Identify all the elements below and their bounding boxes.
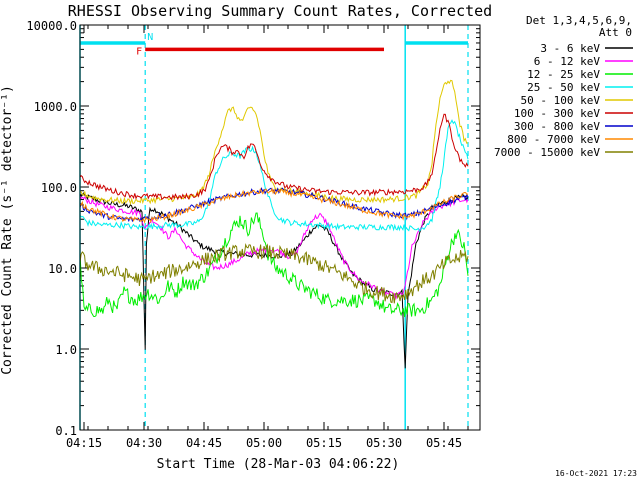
series-line-8: [79, 243, 469, 304]
series-line-3: [79, 119, 469, 232]
x-tick-label-0: 04:15: [66, 436, 102, 450]
x-tick-label-2: 04:45: [186, 436, 222, 450]
y-tick-label-3: 10.0: [48, 262, 77, 276]
chart-title: RHESSI Observing Summary Count Rates, Co…: [68, 2, 492, 20]
series-line-1: [79, 195, 469, 301]
legend-header-0: Det 1,3,4,5,6,9,: [526, 14, 632, 27]
y-axis-label: Corrected Count Rate (s⁻¹ detector⁻¹): [0, 85, 15, 375]
footer-date: 16-Oct-2021 17:23: [555, 469, 637, 478]
y-tick-label-1: 1000.0: [34, 100, 77, 114]
y-tick-label-2: 100.0: [41, 181, 77, 195]
legend-label-8: 7000 - 15000 keV: [494, 146, 600, 159]
legend-label-3: 25 - 50 keV: [527, 81, 600, 94]
x-tick-label-6: 05:45: [426, 436, 462, 450]
x-tick-label-1: 04:30: [126, 436, 162, 450]
legend-label-7: 800 - 7000 keV: [507, 133, 600, 146]
legend-label-6: 300 - 800 keV: [514, 120, 600, 133]
x-tick-label-4: 05:15: [306, 436, 342, 450]
legend-label-4: 50 - 100 keV: [521, 94, 601, 107]
series-line-2: [79, 212, 469, 318]
series-line-5: [79, 113, 469, 201]
plot-frame: [79, 24, 481, 431]
legend-label-2: 12 - 25 keV: [527, 68, 600, 81]
flag-label-1: N: [147, 32, 153, 43]
legend-label-0: 3 - 6 keV: [540, 42, 600, 55]
y-tick-label-0: 10000.0: [26, 19, 77, 33]
legend-label-1: 6 - 12 keV: [534, 55, 601, 68]
flag-label-0: F: [136, 46, 142, 57]
series-line-4: [79, 79, 469, 206]
series-line-7: [79, 187, 469, 224]
x-tick-label-3: 05:00: [246, 436, 282, 450]
legend-label-5: 100 - 300 keV: [514, 107, 600, 120]
y-tick-label-4: 1.0: [55, 343, 77, 357]
x-tick-label-5: 05:30: [366, 436, 402, 450]
legend-header-1: Att 0: [599, 26, 632, 39]
x-axis-label: Start Time (28-Mar-03 04:06:22): [157, 457, 400, 472]
y-tick-label-5: 0.1: [55, 424, 77, 438]
